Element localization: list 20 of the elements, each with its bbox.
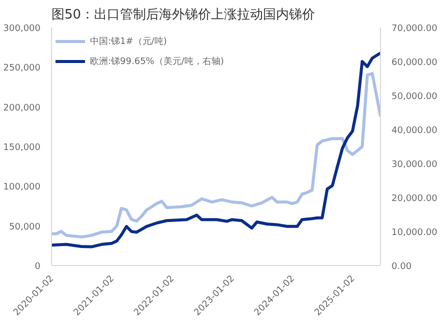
y-tick-label: 200,000 — [3, 103, 41, 114]
y2-tick-label: 0.00 — [392, 262, 412, 272]
y-tick-label: 50,000 — [9, 222, 41, 232]
y2-tick-label: 40,000.00 — [392, 126, 438, 136]
legend-label: 欧洲:锑99.65%（美元/吨，右轴) — [90, 56, 224, 68]
y2-tick-label: 10,000.00 — [392, 228, 438, 238]
chart-title: 图50：出口管制后海外锑价上涨拉动国内锑价 — [52, 8, 316, 22]
line-series — [52, 52, 380, 248]
y2-tick-label: 60,000.00 — [392, 58, 438, 68]
y2-tick-label: 50,000.00 — [392, 92, 438, 102]
y2-tick-label: 20,000.00 — [392, 194, 438, 204]
line-series — [52, 72, 380, 238]
y-tick-label: 0 — [34, 262, 41, 272]
y-tick-label: 250,000 — [3, 64, 41, 74]
y-tick-label: 300,000 — [3, 24, 41, 34]
legend-label: 中国:锑1#（元/吨) — [90, 36, 167, 48]
y2-tick-label: 30,000.00 — [392, 160, 438, 170]
y2-tick-label: 70,000.00 — [392, 24, 438, 34]
y-tick-label: 150,000 — [3, 143, 41, 153]
y-tick-label: 100,000 — [3, 182, 41, 193]
